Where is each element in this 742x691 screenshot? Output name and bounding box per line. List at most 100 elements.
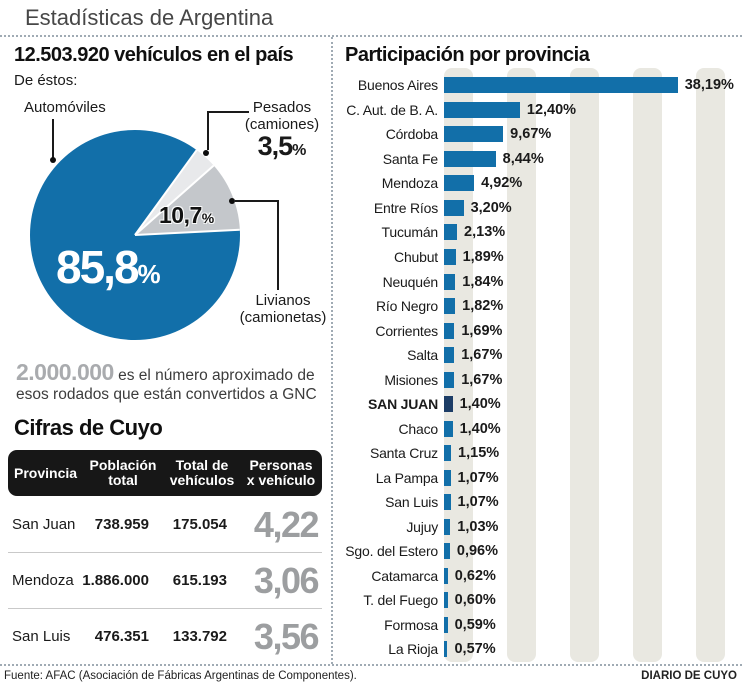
bar-value: 1,40% [459,396,501,413]
bar-label: C. Aut. de B. A. [346,101,438,118]
gnc-note: 2.000.000 es el número aproximado de eso… [16,361,328,404]
bar [444,175,475,192]
pie-callout-pesados: Pesados (camiones) 3,5% [232,99,332,160]
callout-line-automoviles [52,119,54,158]
bar-value: 12,40% [526,101,577,118]
bar-row: Santa Cruz 1,15% [336,441,742,466]
bar [444,77,678,94]
pie-callout-automoviles: Automóviles [24,99,106,116]
pie-value-livianos: 10,7% [159,202,214,229]
bar [444,347,455,364]
pesados-value: 3,5% [232,133,332,160]
col-personas-line2: x vehículo [246,472,316,488]
bar-value: 1,07% [457,469,499,486]
pesados-name: Pesados [252,99,312,116]
col-personas-line1: Personas [249,457,313,473]
bar-row: Córdoba 9,67% [336,122,742,147]
bar-label: Santa Fe [382,150,438,167]
cell-provincia: San Juan [12,516,76,533]
background-stripe [633,68,662,662]
bar-chart-rows: Buenos Aires 38,19% C. Aut. de B. A. 12,40%… [336,73,742,662]
bar-row: Chubut 1,89% [336,245,742,270]
table-body: San Juan 738.959 175.054 4,22 Mendoza 1.… [8,497,322,664]
bar-value: 2,13% [464,224,506,241]
bar [444,371,455,388]
bar [444,101,520,118]
bar [444,420,453,437]
col-vehiculos-line1: Total de [175,457,229,473]
background-stripe [507,68,536,662]
bar-label: Mendoza [381,175,438,192]
bar-value: 1,03% [457,518,499,535]
bar-label: Tucumán [381,224,439,241]
cell-vehiculos: 615.193 [172,572,227,589]
cell-ratio: 3,06 [253,559,320,601]
bar [444,641,448,658]
page-title: Estadísticas de Argentina [25,5,274,30]
bar-row: Santa Fe 8,44% [336,147,742,172]
callout-line-livianos-v [277,200,279,290]
dotted-rule-top [0,35,742,37]
bar-value: 1,82% [462,298,504,315]
bar [444,494,451,511]
bar-label: Neuquén [382,273,439,290]
bar-row: Salta 1,67% [336,343,742,368]
bar-row: Buenos Aires 38,19% [336,73,742,98]
bar-row: La Pampa 1,07% [336,466,742,491]
bar-value: 1,15% [458,445,500,462]
bar-label: Sgo. del Estero [345,543,438,560]
background-stripe [444,68,473,662]
bar-row: Catamarca 0,62% [336,564,742,589]
bar [444,273,456,290]
col-provincia-line1: Provincia [14,464,78,481]
bar-label: Entre Ríos [373,199,438,216]
table-header: Provincia Población total Total de vehíc… [8,450,322,496]
bar-label: Chaco [398,420,439,437]
bar-row: Sgo. del Estero 0,96% [336,539,742,564]
pie-subheading: De éstos: [14,72,78,89]
cifras-heading: Cifras de Cuyo [14,415,163,440]
cell-poblacion: 738.959 [94,516,149,533]
bar-row: San Luis 1,07% [336,490,742,515]
bar-value: 9,67% [510,126,552,143]
bar-row: T. del Fuego 0,60% [336,588,742,613]
cell-vehiculos: 175.054 [172,516,227,533]
bar-value: 1,84% [462,273,504,290]
col-vehiculos-line2: vehículos [169,472,235,488]
bar-label: Formosa [384,616,438,633]
bar-row: Chaco 1,40% [336,416,742,441]
bar [444,150,496,167]
callout-dot-automoviles [50,157,56,163]
bar-value: 1,67% [461,347,503,364]
col-provincia: Provincia [8,464,84,481]
dotted-rule-bottom [0,664,742,666]
pesados-percent-sign: % [292,142,307,159]
bar-row: Río Negro 1,82% [336,294,742,319]
publisher-credit: DIARIO DE CUYO [641,670,737,682]
cell-poblacion: 476.351 [94,628,149,645]
bar-value: 3,20% [470,199,512,216]
bar [444,445,452,462]
bar-row: Formosa 0,59% [336,613,742,638]
bar [444,396,453,413]
bar-label: T. del Fuego [363,592,438,609]
bar-label: Córdoba [385,126,439,143]
bar-row: SAN JUAN 1,40% [336,392,742,417]
bar [444,518,451,535]
pie-value-automoviles-percent-sign: % [137,259,161,289]
gnc-text: es el número aproximado de esos rodados … [16,367,317,403]
bar-label: San Luis [385,494,438,511]
col-poblacion-line1: Población [89,457,157,473]
bar-value: 0,59% [454,616,496,633]
bar [444,592,448,609]
bar-label: Río Negro [375,298,438,315]
cell-poblacion: 1.886.000 [82,572,149,589]
col-poblacion-line2: total [108,472,138,488]
bar [444,248,456,265]
bar-chart-background-stripes [444,68,742,662]
cell-ratio: 3,56 [253,615,320,657]
bar-label: Misiones [384,371,438,388]
bar [444,224,458,241]
bar-value: 1,89% [462,248,504,265]
